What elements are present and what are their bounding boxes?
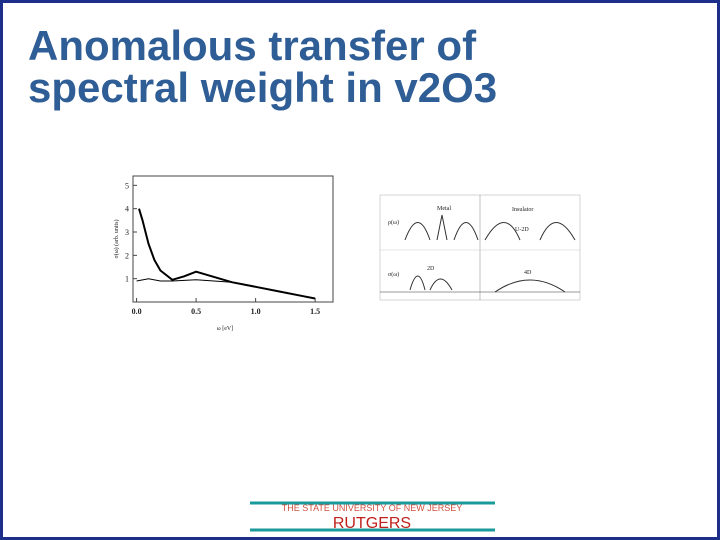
diagram-label: 4D <box>524 270 532 276</box>
plot-frame <box>132 175 334 303</box>
insulator-sigma <box>494 279 566 293</box>
x-tick-label: 0.0 <box>132 307 142 316</box>
y-tick-label: 4 <box>125 205 129 214</box>
metal-dos <box>404 214 479 241</box>
diagram-label: U-2D <box>515 227 529 233</box>
spectral-diagram: Metal Insulator ρ(ω) σ(ω) U-2D 2D 4D <box>379 194 581 301</box>
diagram-label: Insulator <box>512 207 533 213</box>
insulator-dos <box>484 222 576 241</box>
y-tick-label: 5 <box>125 181 129 190</box>
footer-university: THE STATE UNIVERSITY OF NEW JERSEY <box>282 503 463 513</box>
line-series <box>136 278 316 299</box>
title-line: spectral weight in v2O3 <box>28 64 497 111</box>
x-axis-label: ω [eV] <box>217 326 233 332</box>
title-line: Anomalous transfer of <box>28 22 477 69</box>
conductivity-plot: 0.0 0.5 1.0 1.5 1 2 3 4 5 ω [eV] σ(ω) (arb. units) <box>113 175 334 332</box>
y-axis-label: σ(ω) (arb. units) <box>113 219 120 258</box>
diagram-label: 2D <box>427 266 435 272</box>
x-tick-label: 0.5 <box>191 307 201 316</box>
y-tick-label: 1 <box>125 275 129 284</box>
y-tick-label: 2 <box>125 251 129 260</box>
diagram-label: Metal <box>437 206 451 212</box>
metal-sigma <box>409 275 453 291</box>
x-tick-label: 1.0 <box>251 307 261 316</box>
y-tick-label: 3 <box>125 228 129 237</box>
x-tick-label: 1.5 <box>310 307 320 316</box>
line-series <box>138 208 316 300</box>
diagram-label: σ(ω) <box>388 271 399 278</box>
footer-name: RUTGERS <box>333 515 411 532</box>
diagram-label: ρ(ω) <box>388 219 399 226</box>
